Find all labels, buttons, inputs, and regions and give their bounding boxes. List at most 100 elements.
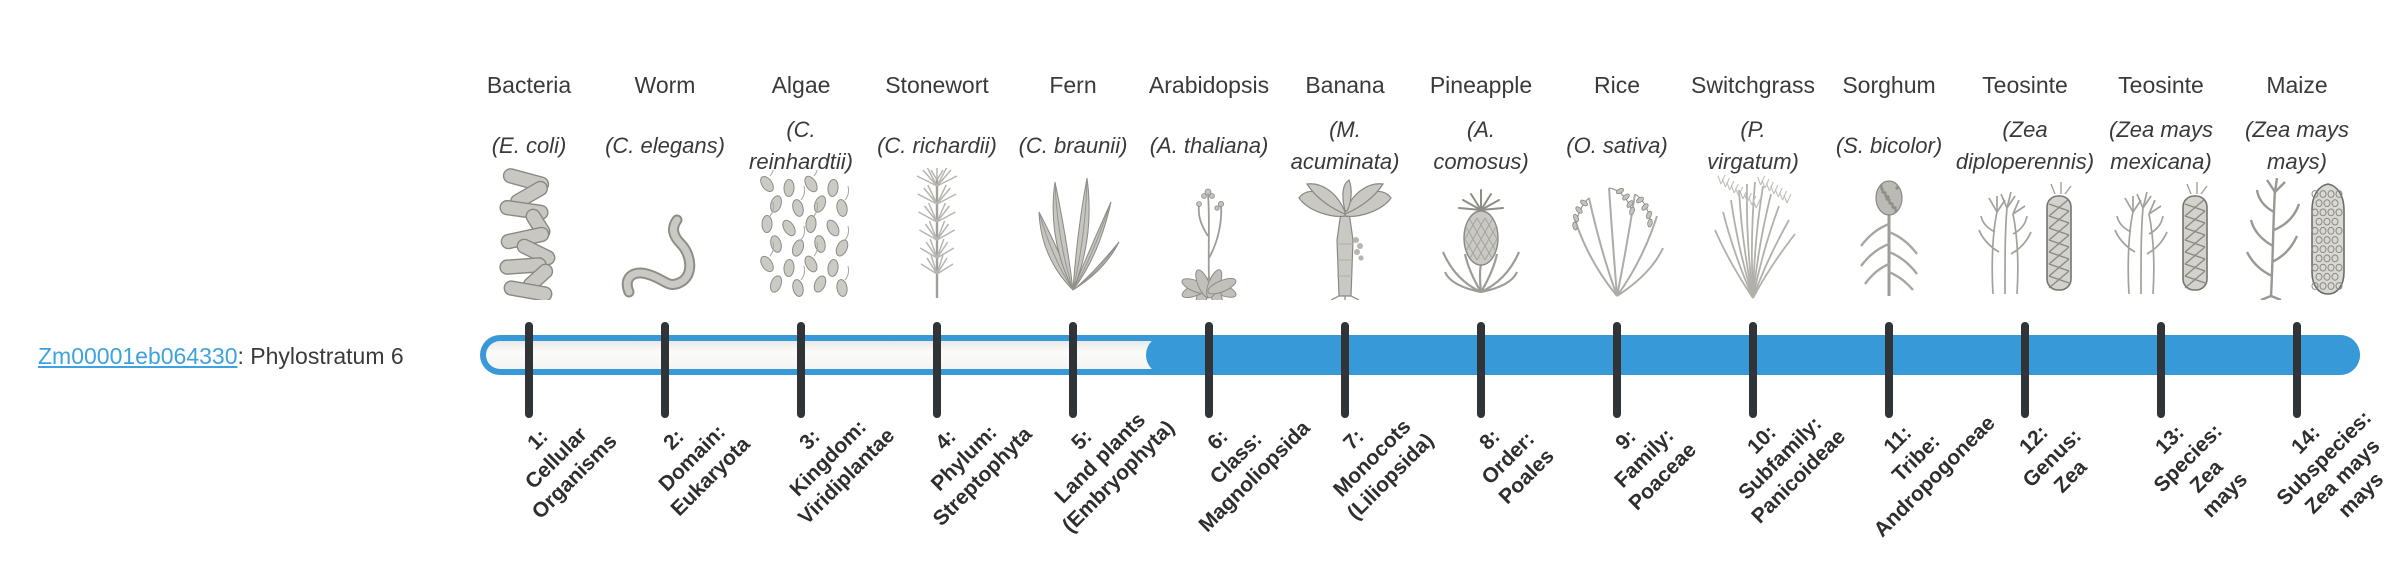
pineapple-icon [1441, 189, 1521, 294]
rice-icon [1572, 187, 1664, 297]
taxon-species-wrap: (C. richardii) [869, 110, 1005, 182]
taxon-column: Algae (C. reinhardtii) 3: Kingdom: Virid… [733, 0, 899, 580]
taxon-column: Stonewort (C. richardii) 4: Phylum: Stre… [869, 0, 1036, 580]
taxon-species-wrap: (S. bicolor) [1821, 110, 1957, 182]
stratum-tick [1205, 322, 1213, 418]
taxon-icon [2229, 168, 2365, 300]
taxa-columns: Bacteria (E. coli) 1: Cellular Organisms… [461, 0, 2388, 580]
taxon-species-wrap: (M. acuminata) [1277, 110, 1413, 182]
taxon-common-name: Banana [1305, 72, 1385, 98]
taxon-column: Teosinte (Zea diploperennis) 12: Genus: … [1955, 0, 2095, 580]
switchgrass-icon [1714, 174, 1796, 299]
taxon-species-wrap: (Zea diploperennis) [1955, 110, 2095, 182]
taxon-icon [1957, 168, 2093, 300]
stratum-tick [1341, 322, 1349, 418]
taxon-icon [733, 168, 869, 300]
taxon-column: Rice (O. sativa) 9: Family: Poaceae [1549, 0, 1701, 580]
taxon-species-wrap: (C. reinhardtii) [733, 110, 869, 182]
taxon-species-name: (M. acuminata) [1290, 117, 1400, 174]
teosinte-icon [2114, 182, 2208, 295]
taxon-column: Worm (C. elegans) 2: Domain: Eukaryota [597, 0, 755, 580]
taxon-species-wrap: (C. elegans) [597, 110, 733, 182]
stratum-tick [797, 322, 805, 418]
taxon-icon [1277, 168, 1413, 300]
stratum-tick [933, 322, 941, 418]
taxon-common-name: Sorghum [1842, 72, 1936, 98]
taxon-common-name: Switchgrass [1691, 72, 1815, 98]
taxon-species-wrap: (O. sativa) [1549, 110, 1685, 182]
taxon-common-name: Worm [634, 72, 696, 98]
taxon-species-wrap: (E. coli) [461, 110, 597, 182]
taxon-species-wrap: (Zea mays mexicana) [2093, 110, 2229, 182]
taxon-species-name: (C. richardii) [877, 133, 997, 158]
taxon-icon [597, 168, 733, 322]
taxon-species-name: (P. virgatum) [1707, 117, 1799, 174]
stratum-label: 14: Subspecies: Zea mays mays [2272, 406, 2389, 523]
sorghum-icon [1860, 180, 1918, 296]
taxon-species-name: (C. reinhardtii) [749, 117, 853, 174]
stratum-tick [1749, 322, 1757, 418]
taxon-species-wrap: (A. comosus) [1413, 110, 1549, 182]
taxon-icon [1005, 168, 1141, 300]
stratum-tick [2157, 322, 2165, 418]
taxon-column: Pineapple (A. comosus) 8: Order: Poales [1413, 0, 1559, 580]
banana-icon [1298, 179, 1392, 300]
taxon-column: Arabidopsis (A. thaliana) 6: Class: Magn… [1141, 0, 1315, 580]
stratum-tick [661, 322, 669, 418]
taxon-common-name: Teosinte [2118, 72, 2204, 98]
taxon-column: Bacteria (E. coli) 1: Cellular Organisms [461, 0, 622, 580]
stratum-tick [1069, 322, 1077, 418]
stratum-label: 8: Order: Poales [1475, 425, 1559, 509]
taxon-species-name: (C. braunii) [1018, 133, 1128, 158]
taxon-species-wrap: (P. virgatum) [1685, 110, 1821, 182]
taxon-species-name: (S. bicolor) [1835, 133, 1943, 158]
taxon-species-name: (A. comosus) [1433, 117, 1529, 174]
taxon-species-name: (O. sativa) [1566, 133, 1668, 158]
taxon-column: Fern (C. braunii) 5: Land plants (Embryo… [1005, 0, 1180, 580]
taxon-icon [461, 168, 597, 300]
taxon-common-name: Teosinte [1982, 72, 2068, 98]
fern-icon [1038, 177, 1120, 291]
taxon-common-name: Fern [1049, 72, 1097, 98]
gene-id-link[interactable]: Zm00001eb064330 [38, 343, 238, 369]
taxon-species-name: (Zea mays mays) [2245, 117, 2349, 174]
stratum-tick [1613, 322, 1621, 418]
taxon-icon [1685, 168, 1821, 300]
worm-icon [621, 214, 696, 298]
taxon-common-name: Pineapple [1429, 72, 1533, 98]
taxon-species-name: (Zea diploperennis) [1955, 117, 2095, 174]
taxon-species-wrap: (Zea mays mays) [2229, 110, 2365, 182]
stonewort-icon [916, 168, 958, 298]
taxon-column: Maize (Zea mays mays) 14: Subspecies: Ze… [2229, 0, 2388, 580]
taxon-icon [1549, 168, 1685, 300]
taxon-column: Banana (M. acuminata) 7: Monocots (Lilio… [1277, 0, 1439, 580]
maize-icon [2245, 178, 2345, 300]
stratum-tick [525, 322, 533, 418]
stratum-tick [2021, 322, 2029, 418]
taxon-icon [1141, 168, 1277, 300]
taxon-common-name: Algae [771, 72, 831, 98]
taxon-species-name: (Zea mays mexicana) [2109, 117, 2213, 174]
taxon-column: Teosinte (Zea mays mexicana) 13: Species… [2093, 0, 2252, 580]
taxon-icon [2093, 168, 2229, 300]
taxon-species-wrap: (C. braunii) [1005, 110, 1141, 182]
stratum-tick [2293, 322, 2301, 418]
taxon-icon [1821, 168, 1957, 300]
taxon-icon [1413, 168, 1549, 300]
stratum-tick [1477, 322, 1485, 418]
stratum-label: 12: Genus: Zea [2014, 420, 2092, 498]
taxon-common-name: Rice [1593, 72, 1640, 98]
stratum-tick [1885, 322, 1893, 418]
taxon-common-name: Bacteria [486, 72, 572, 98]
taxon-common-name: Maize [2266, 72, 2328, 98]
taxon-icon [869, 168, 1005, 300]
gene-label: Zm00001eb064330: Phylostratum 6 [38, 340, 404, 372]
taxon-species-name: (E. coli) [491, 133, 567, 158]
teosinte-icon [1978, 182, 2072, 295]
taxon-common-name: Arabidopsis [1148, 72, 1270, 98]
algae-icon [760, 170, 850, 297]
taxon-species-wrap: (A. thaliana) [1141, 110, 1277, 182]
taxon-column: Sorghum (S. bicolor) 11: Tribe: Andropog… [1821, 0, 2000, 580]
taxon-species-name: (A. thaliana) [1149, 133, 1269, 158]
